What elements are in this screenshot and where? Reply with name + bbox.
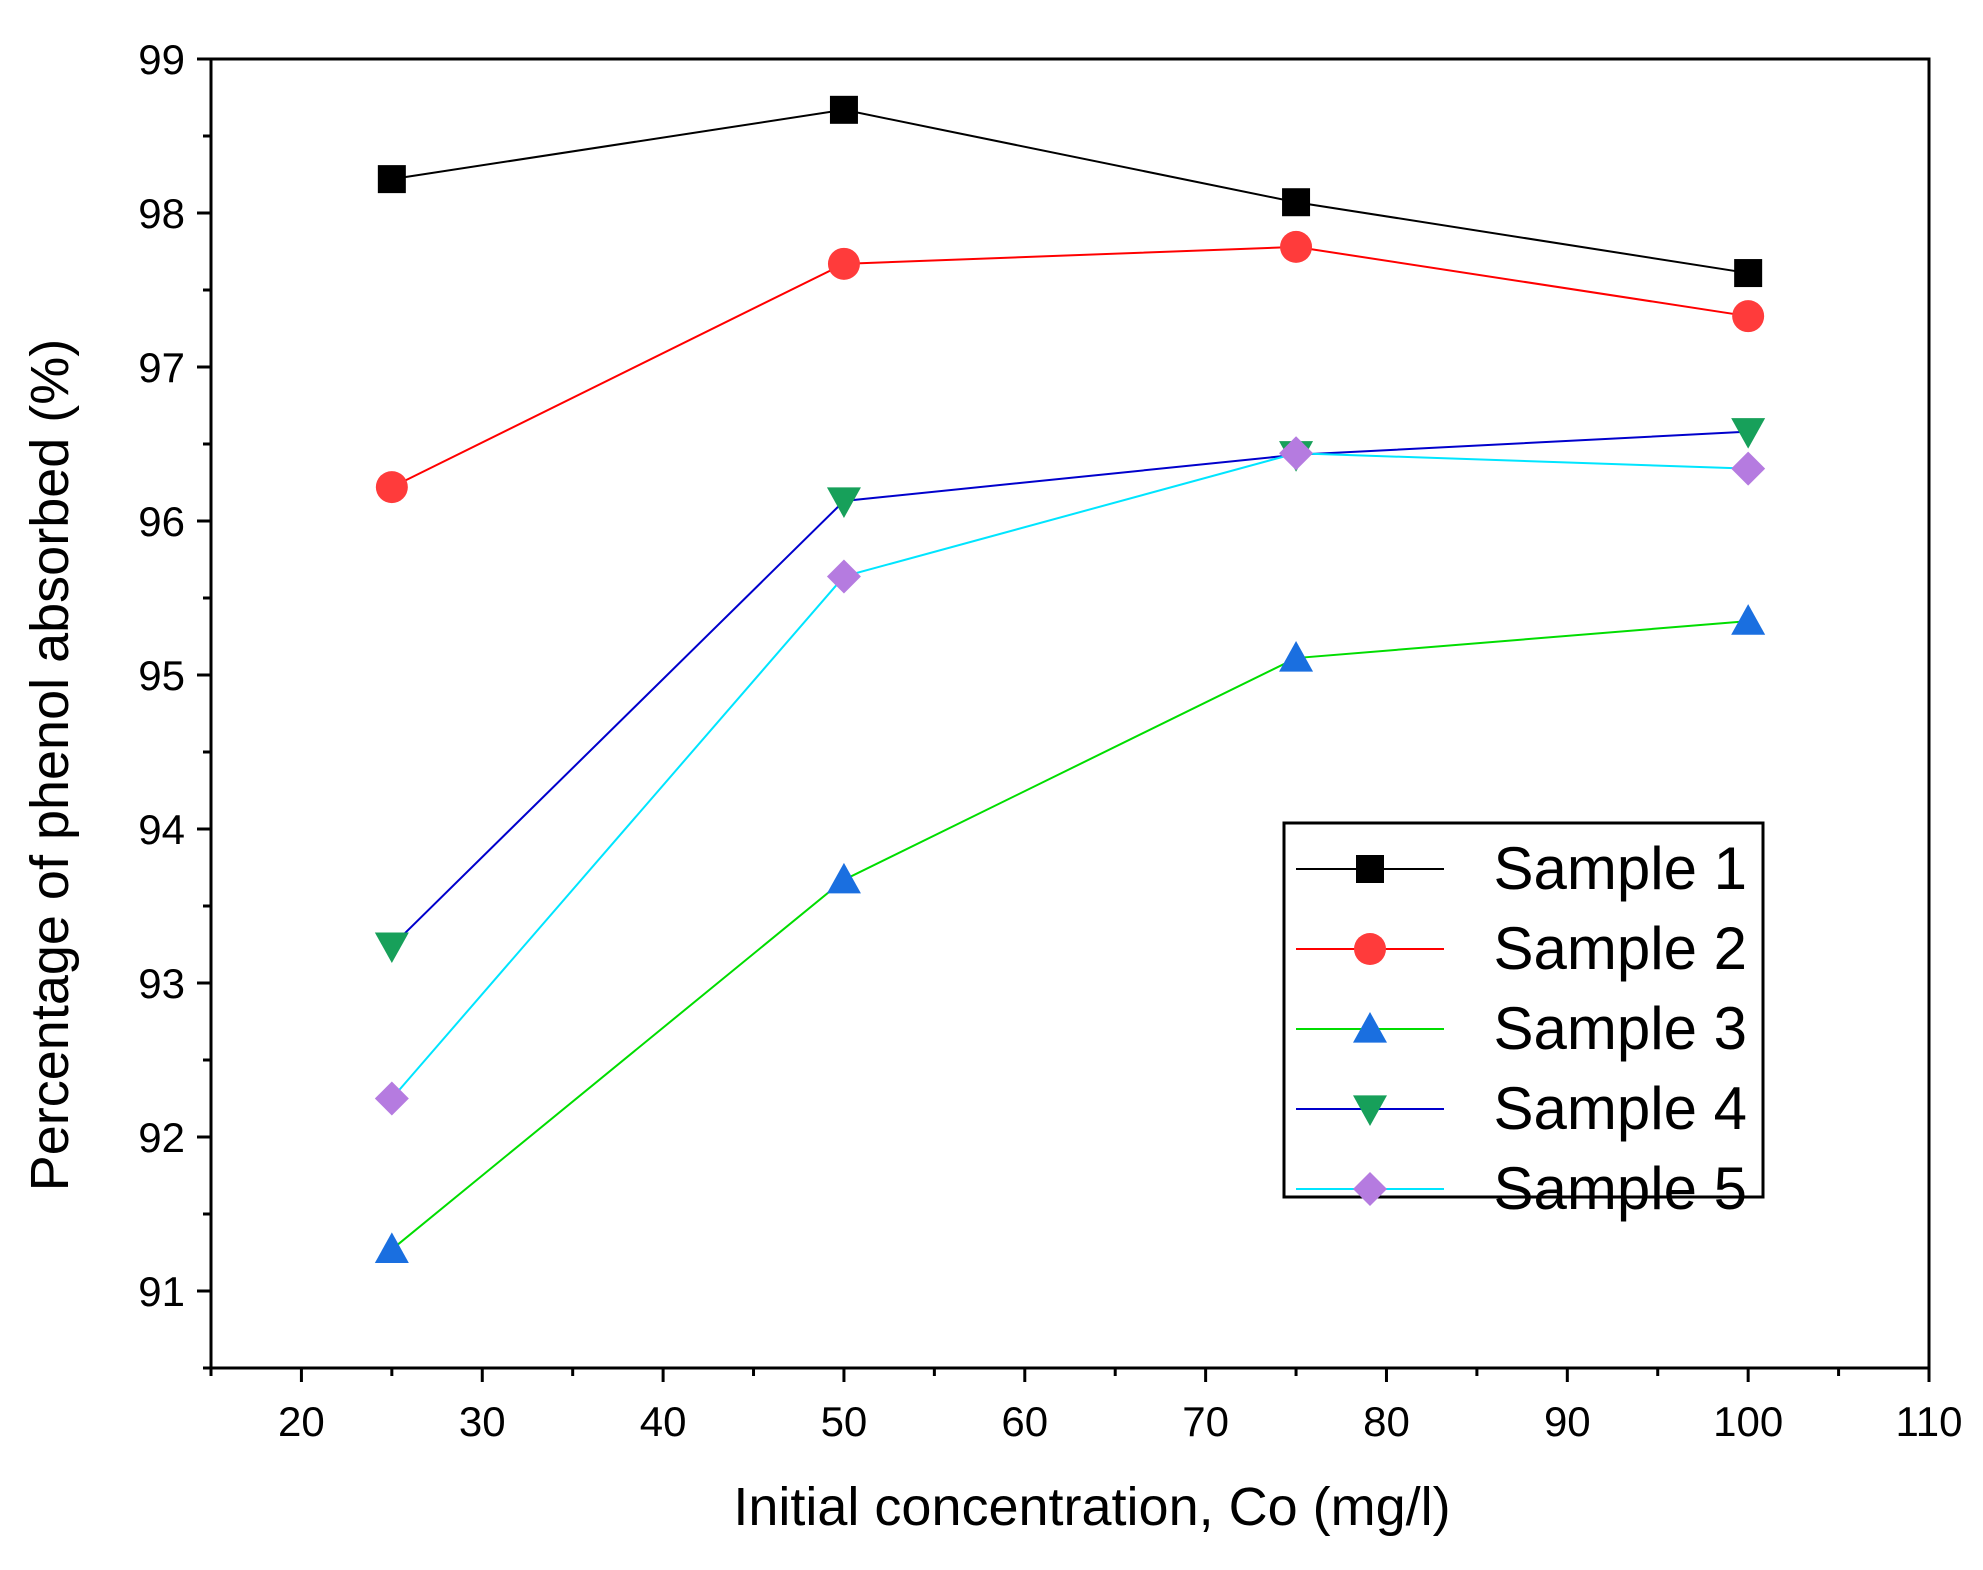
y-tick-label: 94	[138, 806, 185, 853]
x-tick-label: 40	[640, 1398, 687, 1445]
data-point	[826, 559, 861, 594]
x-tick-label: 50	[821, 1398, 868, 1445]
legend-marker	[1353, 1095, 1387, 1126]
data-point	[374, 932, 409, 964]
legend-entry: Sample 5	[1296, 1155, 1747, 1222]
data-point	[1731, 604, 1766, 635]
y-axis-title: Percentage of phenol absorbed (%)	[20, 339, 80, 1192]
axis-ticks: 20 30 40 50 60 70 80 90 100 110 91 92 93 94 95 96 97 98 99	[138, 36, 1962, 1445]
legend-box	[1282, 821, 1765, 1199]
y-tick-label: 95	[138, 652, 185, 699]
data-point	[374, 1081, 409, 1116]
x-tick-label: 20	[278, 1398, 325, 1445]
series-line	[391, 245, 1749, 489]
y-tick-label: 98	[138, 190, 185, 237]
legend-entry: Sample 4	[1296, 1075, 1747, 1142]
data-point	[826, 487, 861, 518]
legend-marker	[1353, 1012, 1387, 1043]
data-point	[1280, 230, 1313, 263]
x-axis-title: Initial concentration, Co (mg/l)	[733, 1477, 1450, 1537]
y-tick-label: 93	[138, 960, 185, 1007]
series-group	[374, 95, 1766, 1264]
data-point	[1279, 641, 1314, 672]
x-tick-label: 100	[1713, 1398, 1783, 1445]
x-tick-label: 60	[1001, 1398, 1048, 1445]
legend-label: Sample 5	[1494, 1155, 1747, 1222]
legend-entry: Sample 1	[1296, 835, 1747, 902]
series-line	[391, 620, 1749, 1251]
y-tick-label: 92	[138, 1114, 185, 1161]
data-point	[1732, 300, 1765, 333]
data-point	[1734, 259, 1763, 288]
legend-marker	[1356, 855, 1384, 883]
legend-label: Sample 1	[1494, 835, 1747, 902]
data-point	[1731, 451, 1766, 486]
x-tick-label: 70	[1182, 1398, 1229, 1445]
y-tick-label: 97	[138, 344, 185, 391]
x-tick-label: 80	[1363, 1398, 1410, 1445]
x-tick-label: 110	[1896, 1398, 1963, 1445]
legend-label: Sample 2	[1494, 915, 1747, 982]
data-point	[1282, 188, 1311, 217]
series-line	[391, 430, 1749, 947]
y-tick-label: 91	[138, 1268, 185, 1315]
legend-entry: Sample 2	[1296, 915, 1747, 982]
data-point	[827, 247, 860, 280]
plot-frame	[209, 57, 1931, 1370]
series-3	[374, 604, 1766, 1264]
legend: Sample 1 Sample 2 Sample 3 Sample 4 Sample 5	[1282, 821, 1765, 1222]
data-point	[375, 471, 408, 504]
data-point	[374, 1232, 409, 1264]
plot-frame-group	[209, 57, 1931, 1370]
data-point	[829, 95, 858, 124]
y-tick-label: 96	[138, 498, 185, 545]
x-tick-label: 30	[459, 1398, 506, 1445]
series-2	[375, 230, 1765, 504]
legend-marker	[1354, 933, 1386, 965]
y-tick-label: 99	[138, 36, 185, 83]
legend-marker	[1353, 1172, 1387, 1206]
legend-entry: Sample 3	[1296, 995, 1747, 1062]
x-tick-label: 90	[1544, 1398, 1591, 1445]
series-line	[391, 452, 1749, 1100]
series-5	[374, 436, 1766, 1116]
data-point	[826, 862, 861, 894]
legend-label: Sample 4	[1494, 1075, 1747, 1142]
data-point	[377, 165, 406, 194]
data-point	[1731, 418, 1766, 449]
legend-label: Sample 3	[1494, 995, 1747, 1062]
data-point	[1279, 436, 1314, 471]
series-line	[391, 108, 1749, 275]
series-1	[377, 95, 1763, 288]
